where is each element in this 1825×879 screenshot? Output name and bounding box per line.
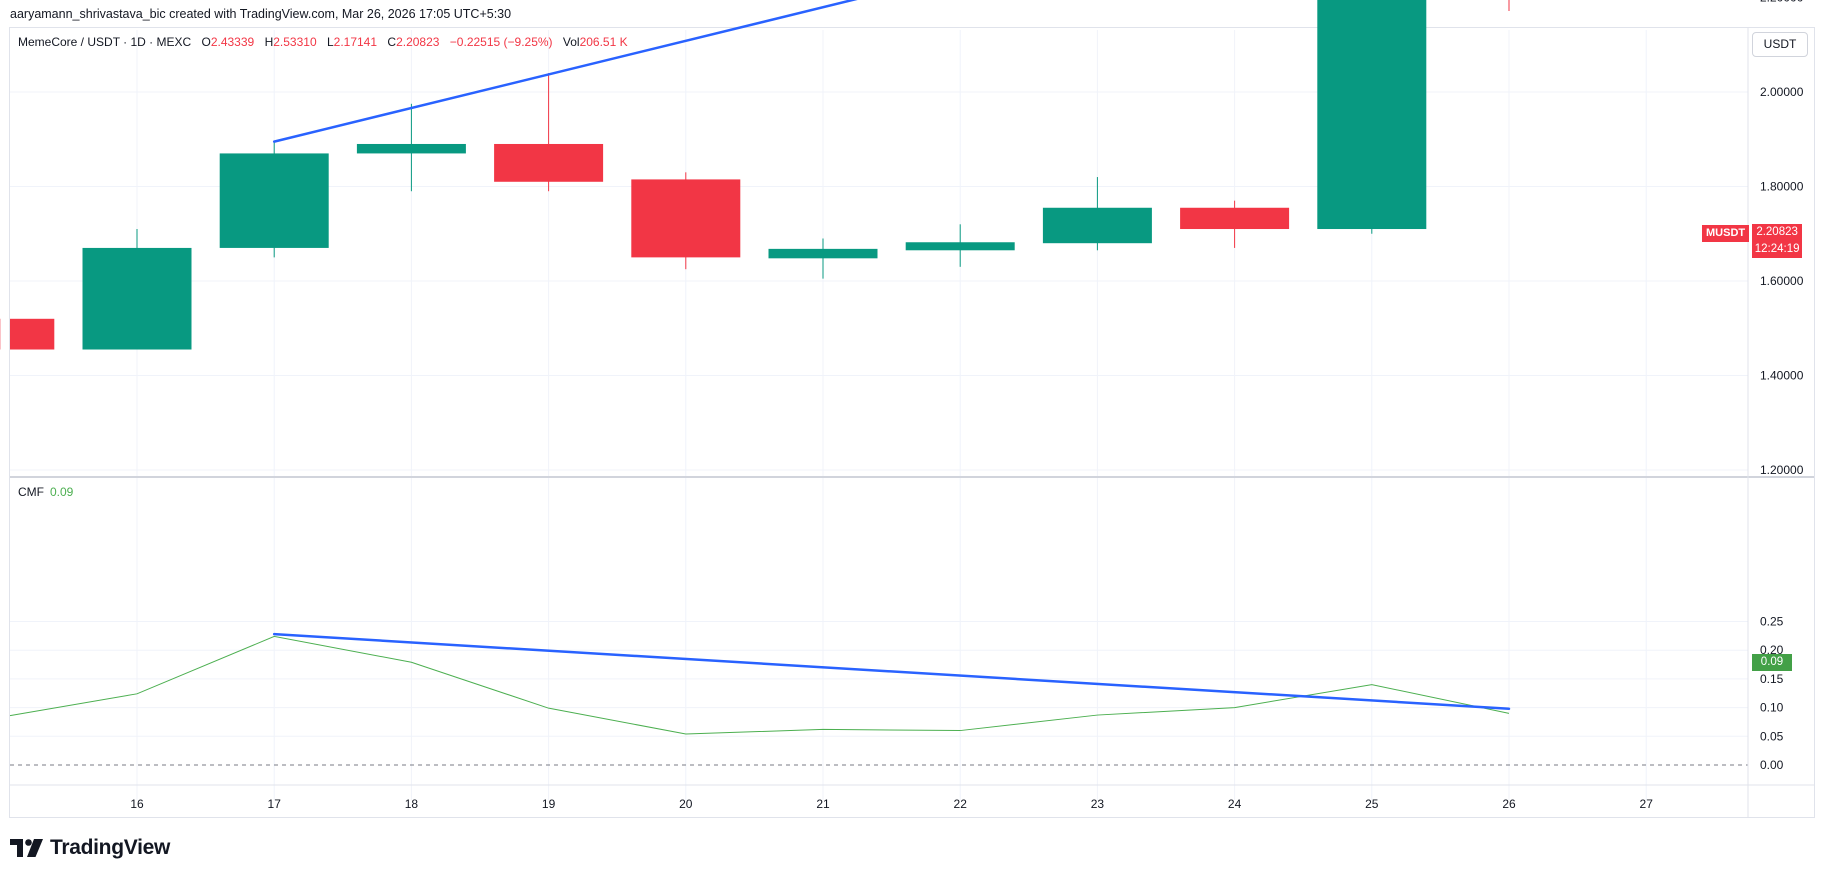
candle-body bbox=[219, 153, 329, 248]
symbol-title[interactable]: MemeCore / USDT · 1D · MEXC bbox=[18, 35, 192, 49]
cmf-tick-label: 0.25 bbox=[1760, 615, 1784, 629]
change-value: −0.22515 (−9.25%) bbox=[449, 35, 553, 49]
close-label: C bbox=[387, 35, 397, 49]
candle-body bbox=[1317, 0, 1427, 230]
candle-body bbox=[494, 143, 604, 182]
cmf-trendline bbox=[272, 632, 1511, 710]
cmf-tick-label: 0.20 bbox=[1760, 643, 1784, 657]
date-tick-label: 16 bbox=[130, 797, 144, 811]
low-value: 2.17141 bbox=[333, 35, 378, 49]
candle-body bbox=[1180, 207, 1290, 230]
candle-body bbox=[631, 179, 741, 258]
date-tick-label: 26 bbox=[1502, 797, 1516, 811]
price-tick-label: 2.20000 bbox=[1760, 0, 1804, 5]
cmf-tick-label: 0.05 bbox=[1760, 729, 1784, 743]
cmf-pane bbox=[9, 632, 1748, 766]
date-tick-label: 18 bbox=[405, 797, 419, 811]
tradingview-logo-text: TradingView bbox=[50, 836, 171, 859]
tradingview-logo-icon bbox=[10, 839, 43, 857]
date-tick-label: 19 bbox=[542, 797, 556, 811]
price-tick-label: 1.60000 bbox=[1760, 274, 1804, 288]
volume-value: 206.51 K bbox=[579, 35, 628, 49]
currency-button[interactable]: USDT bbox=[1752, 32, 1808, 57]
date-tick-label: 22 bbox=[954, 797, 968, 811]
candle-body bbox=[1042, 207, 1152, 244]
axes: 1.20000 1.40000 1.60000 1.80000 2.00000 2.200… bbox=[9, 0, 1814, 817]
cmf-tick-label: 0.15 bbox=[1760, 672, 1784, 686]
date-tick-label: 20 bbox=[679, 797, 693, 811]
symbol-legend: MemeCore / USDT · 1D · MEXC O2.43339 H2.… bbox=[18, 35, 628, 49]
close-value: 2.20823 bbox=[396, 35, 440, 49]
candle-body bbox=[356, 143, 466, 154]
cmf-line bbox=[9, 635, 1510, 735]
price-pane bbox=[0, 0, 1510, 350]
chart-frame bbox=[9, 27, 1815, 818]
open-label: O bbox=[201, 35, 211, 49]
candle-body bbox=[768, 248, 878, 259]
low-label: L bbox=[326, 35, 334, 49]
price-tag-symbol: MUSDT bbox=[1702, 225, 1750, 242]
cmf-value: 0.09 bbox=[50, 485, 74, 499]
cmf-tick-label: 0.00 bbox=[1760, 758, 1784, 772]
date-tick-label: 17 bbox=[268, 797, 282, 811]
date-tick-label: 27 bbox=[1640, 797, 1654, 811]
price-tag-value: 2.20823 bbox=[1756, 226, 1798, 238]
last-price-tag: MUSDT 2.20823 12:24:19 bbox=[1702, 224, 1803, 258]
price-tag-countdown: 12:24:19 bbox=[1754, 243, 1800, 255]
volume-label: Vol bbox=[562, 35, 580, 49]
cmf-label: CMF bbox=[18, 485, 44, 499]
chart-credit: aaryamann_shrivastava_bic created with T… bbox=[10, 7, 512, 21]
cmf-legend[interactable]: CMF 0.09 bbox=[18, 485, 73, 499]
tradingview-logo[interactable]: TradingView bbox=[10, 836, 170, 860]
date-tick-label: 24 bbox=[1228, 797, 1242, 811]
candle-body bbox=[82, 247, 192, 350]
cmf-tick-label: 0.10 bbox=[1760, 701, 1784, 715]
price-tick-label: 1.40000 bbox=[1760, 369, 1804, 383]
grid bbox=[10, 30, 1748, 800]
price-tick-label: 2.00000 bbox=[1760, 85, 1804, 99]
price-tick-label: 1.80000 bbox=[1760, 180, 1804, 194]
high-label: H bbox=[264, 35, 274, 49]
date-tick-label: 25 bbox=[1365, 797, 1379, 811]
price-tick-label: 1.20000 bbox=[1760, 463, 1804, 477]
date-tick-label: 23 bbox=[1091, 797, 1105, 811]
candle-body bbox=[10, 318, 55, 350]
candle-body bbox=[905, 242, 1015, 251]
high-value: 2.53310 bbox=[273, 35, 317, 49]
cmf-value-tag: 0.09 bbox=[1752, 654, 1792, 671]
price-trendline bbox=[272, 0, 858, 143]
open-value: 2.43339 bbox=[210, 35, 255, 49]
date-tick-label: 21 bbox=[816, 797, 830, 811]
